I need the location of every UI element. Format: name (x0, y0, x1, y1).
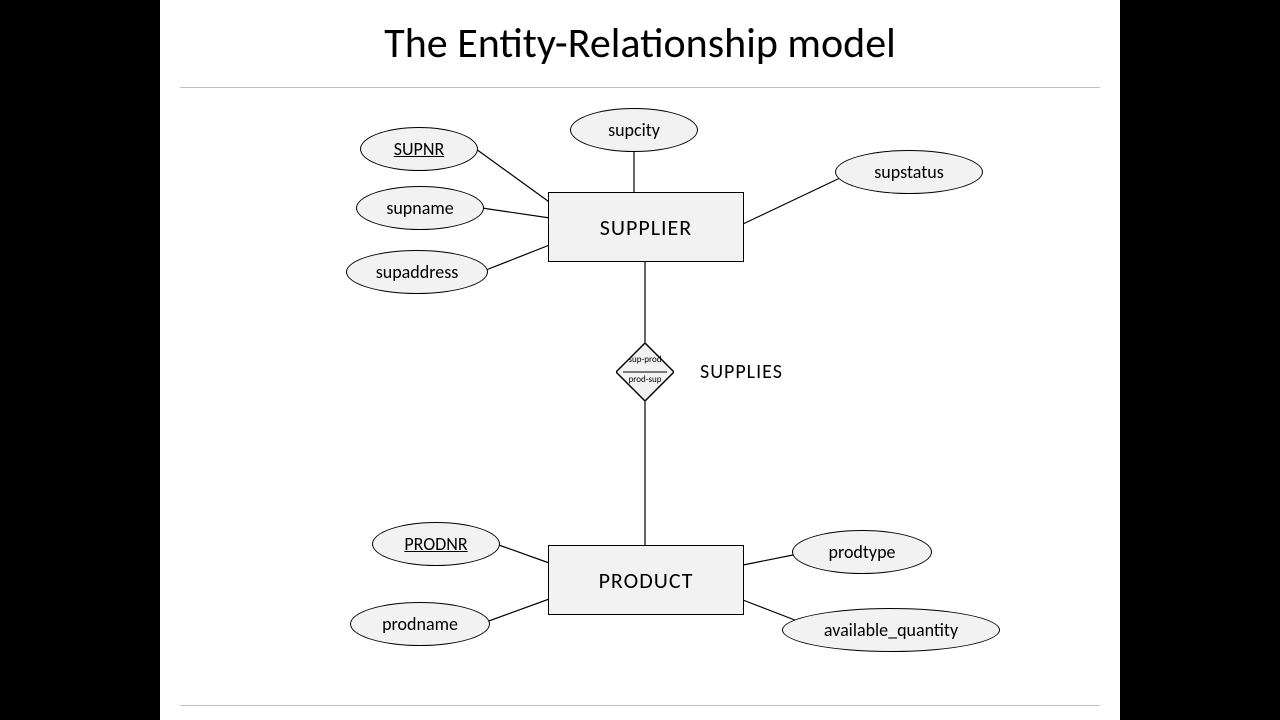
attribute-label: SUPNR (394, 138, 445, 160)
edge (486, 598, 552, 622)
edge (486, 244, 552, 270)
edge (496, 544, 552, 564)
attribute-label: prodname (382, 613, 458, 635)
entity-label: PRODUCT (599, 567, 694, 594)
edge (482, 208, 550, 218)
attribute-label: available_quantity (824, 619, 958, 641)
attribute-label: supaddress (376, 261, 459, 283)
attribute-label: supname (386, 197, 453, 219)
relationship-diamond: sup-prod prod-sup (616, 343, 674, 401)
slide: The Entity-Relationship model SUPPLIERPR… (160, 0, 1120, 720)
relationship-label: SUPPLIES (700, 360, 783, 384)
attribute-prodtype: prodtype (792, 530, 932, 574)
attribute-supname: supname (356, 186, 484, 230)
attribute-prodnr: PRODNR (372, 522, 500, 566)
edge (743, 600, 800, 622)
entity-product: PRODUCT (548, 545, 744, 615)
relationship-role-top: sup-prod (616, 355, 674, 364)
attribute-label: PRODNR (404, 533, 467, 555)
edge (743, 178, 840, 224)
attribute-supaddress: supaddress (346, 250, 488, 294)
attribute-supnr: SUPNR (360, 127, 478, 171)
attribute-label: supcity (608, 119, 660, 141)
entity-supplier: SUPPLIER (548, 192, 744, 262)
attribute-supcity: supcity (570, 108, 698, 152)
relationship-role-bottom: prod-sup (616, 375, 674, 384)
attribute-supstatus: supstatus (835, 150, 983, 194)
edge (476, 149, 552, 204)
edge (743, 554, 798, 565)
attribute-prodname: prodname (350, 602, 490, 646)
attribute-label: supstatus (874, 161, 944, 183)
attribute-availqty: available_quantity (782, 608, 1000, 652)
attribute-label: prodtype (829, 541, 896, 563)
er-diagram: SUPPLIER PRODUCT SUPNR supname supaddress sup… (160, 0, 1120, 720)
entity-label: SUPPLIER (600, 214, 692, 241)
